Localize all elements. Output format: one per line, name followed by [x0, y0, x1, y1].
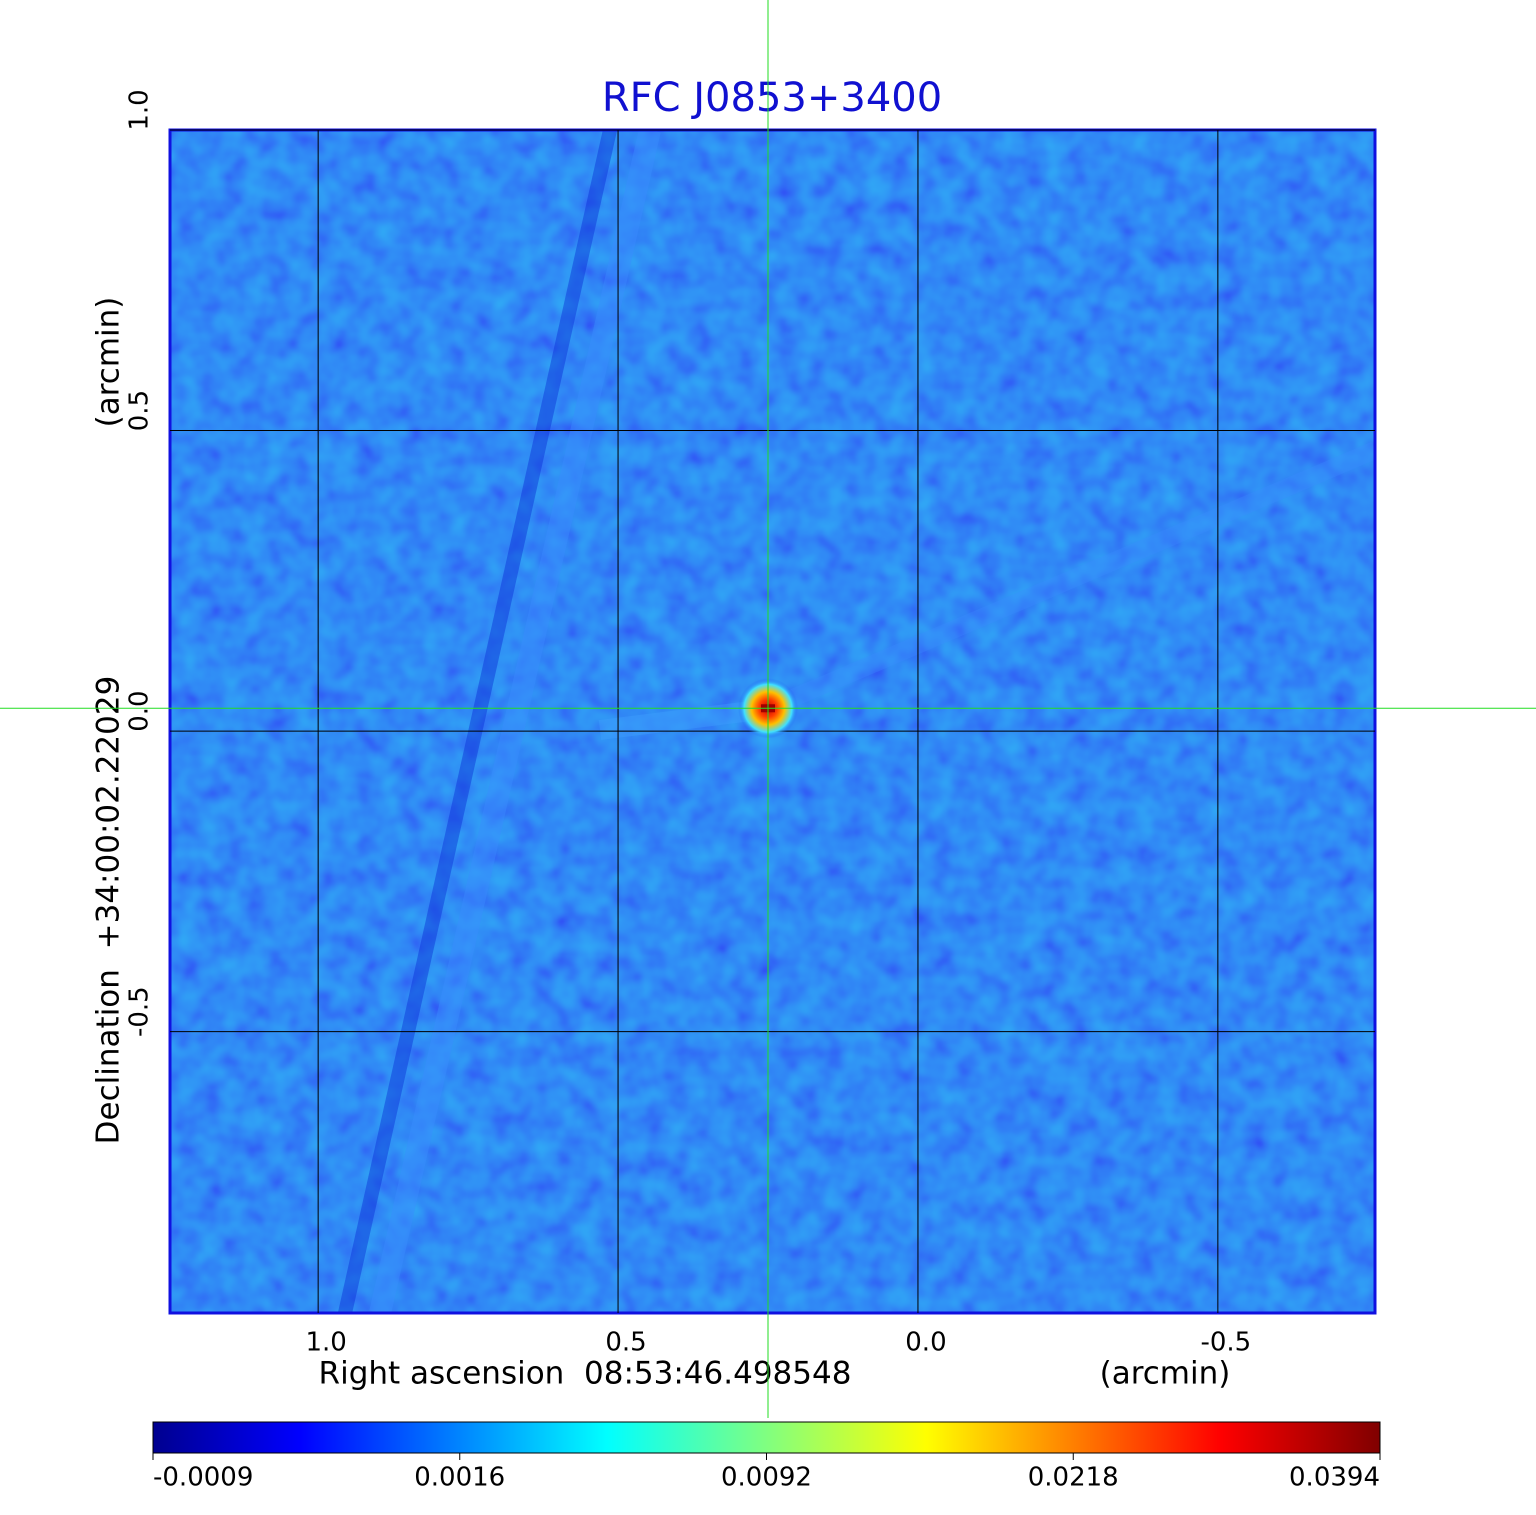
x-tick-label: 0.5 [605, 1328, 646, 1358]
x-tick-label: 0.0 [905, 1328, 946, 1358]
colorbar-tick-label: -0.0009 [153, 1463, 253, 1493]
y-axis-unit: (arcmin) [91, 297, 127, 428]
colorbar-tick-label: 0.0394 [1289, 1463, 1380, 1493]
colorbar-tick-label: 0.0092 [721, 1463, 812, 1493]
x-axis-label: Right ascension 08:53:46.498548 [319, 1356, 852, 1392]
y-axis-label: Declination +34:00:02.22029 [91, 676, 127, 1145]
x-tick-label: 1.0 [305, 1328, 346, 1358]
y-tick-label: -0.5 [125, 986, 155, 1037]
y-tick-label: 0.5 [125, 390, 155, 431]
chart-title: RFC J0853+3400 [602, 75, 942, 121]
y-tick-label: 0.0 [125, 690, 155, 731]
colorbar-tick-label: 0.0016 [414, 1463, 505, 1493]
colorbar-tick-label: 0.0218 [1028, 1463, 1119, 1493]
x-tick-label: -0.5 [1200, 1328, 1251, 1358]
y-tick-label: 1.0 [125, 89, 155, 130]
colorbar [152, 1421, 1381, 1454]
x-axis-unit: (arcmin) [1100, 1356, 1231, 1392]
